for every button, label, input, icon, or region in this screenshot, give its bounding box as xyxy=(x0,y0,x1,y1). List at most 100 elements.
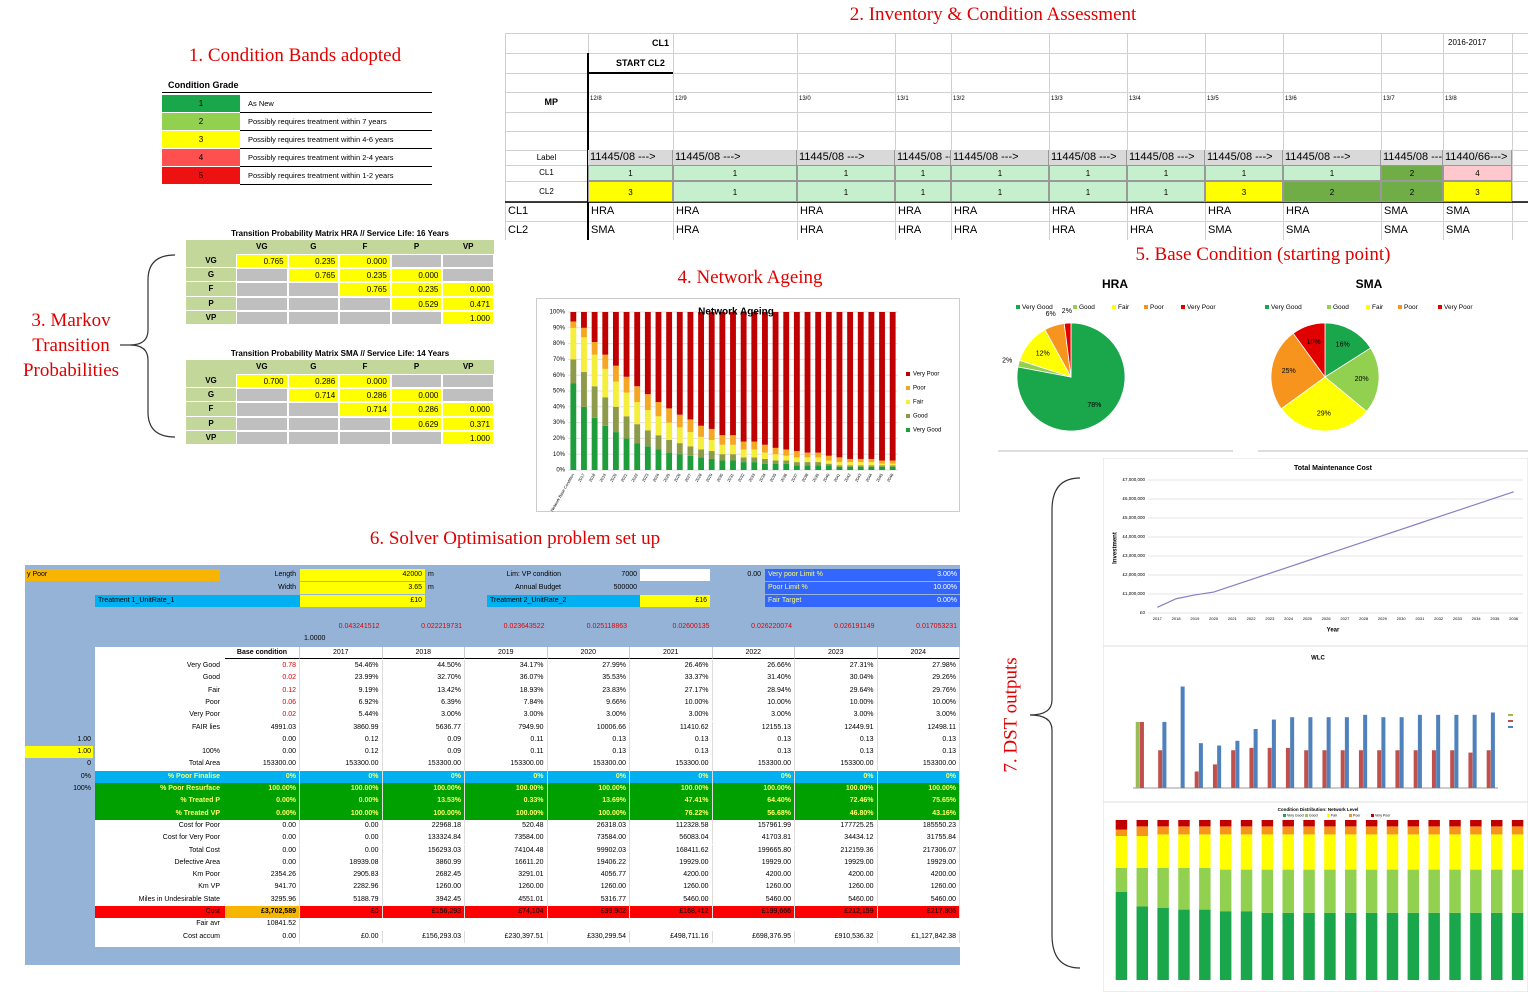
class-cell: SMA xyxy=(1384,224,1408,236)
grade-description: Possibly requires treatment within 7 yea… xyxy=(240,113,432,131)
bar-segment xyxy=(762,452,768,459)
table-cell: 4200.00 xyxy=(713,869,795,882)
bar-segment xyxy=(783,460,790,464)
x-tick-label: 2024 xyxy=(1284,616,1294,621)
bar-segment xyxy=(1511,834,1524,870)
bar xyxy=(1344,717,1349,788)
table-cell: 0.11 xyxy=(465,733,548,747)
table-cell: 47.41% xyxy=(630,795,713,808)
class-cell: SMA xyxy=(1384,205,1408,217)
cost-line xyxy=(1157,491,1514,608)
bar-segment xyxy=(793,451,800,458)
bar-segment xyxy=(751,441,758,450)
table-cell: 0.11 xyxy=(465,746,548,759)
rate-value: 0.02600135 xyxy=(672,623,710,630)
bar-segment xyxy=(815,457,822,463)
probability-cell: 0.529 xyxy=(390,296,443,311)
table-cell: 3.00% xyxy=(548,709,630,722)
probability-cell: 1.000 xyxy=(442,430,494,445)
table-cell: 10006.66 xyxy=(548,721,630,734)
bar xyxy=(1253,729,1258,788)
table-cell: 100.00% xyxy=(630,783,713,796)
column-label: P xyxy=(413,362,420,371)
table-cell: 5.44% xyxy=(300,709,383,722)
table-cell: 3860.99 xyxy=(300,721,383,734)
table-cell: 5460.00 xyxy=(878,893,960,906)
matrix-header xyxy=(186,240,494,254)
probability-cell: 0.000 xyxy=(339,254,391,269)
y-tick-label: 80% xyxy=(553,341,566,347)
bar-segment xyxy=(634,402,641,425)
bar xyxy=(1358,750,1363,788)
legend-label: Very Poor xyxy=(1444,304,1473,311)
y-tick-label: 30% xyxy=(553,420,566,426)
bar-segment xyxy=(1240,820,1253,827)
table-cell: 0% xyxy=(795,770,878,783)
column-header: 2021 xyxy=(630,647,713,659)
rate-value: 0.022219731 xyxy=(421,623,462,630)
table-cell: 5460.00 xyxy=(630,893,713,906)
table-cell: 0.13 xyxy=(630,746,713,759)
bar-segment xyxy=(1511,826,1524,835)
bar xyxy=(1308,717,1313,788)
table-cell: £0 xyxy=(300,906,383,919)
bar-segment xyxy=(1324,834,1336,870)
column-header: 2019 xyxy=(465,647,548,659)
legend-label: Poor xyxy=(1353,813,1361,817)
matrix-title: Transition Probability Matrix HRA // Ser… xyxy=(231,229,449,238)
bar-segment xyxy=(644,409,651,431)
pie-title: SMA xyxy=(1356,277,1383,291)
y-tick-label: £1,000,000 xyxy=(1122,591,1145,596)
param-value: 7000 xyxy=(621,571,637,578)
bar-segment xyxy=(1386,826,1399,835)
bar xyxy=(1271,719,1276,788)
table-cell: 0.09 xyxy=(383,746,465,759)
column-header: 2022 xyxy=(712,647,795,659)
solver-panel: y Poor Length 42000 m Width 3.65 m Treatment 1_… xyxy=(25,565,960,965)
bar-segment xyxy=(1199,868,1211,910)
x-tick-label: 2032 xyxy=(737,472,746,483)
data-label: 12% xyxy=(1036,350,1050,357)
probability-cell: 0.235 xyxy=(287,254,340,269)
bar-segment xyxy=(1282,869,1294,913)
bar-segment xyxy=(623,438,630,470)
x-tick-label: 2036 xyxy=(779,472,788,483)
bar-segment xyxy=(1345,869,1357,913)
x-tick-label: 2018 xyxy=(1172,616,1182,621)
legend-swatch xyxy=(1398,305,1402,309)
probability-cell xyxy=(339,310,391,325)
x-tick-label: 2022 xyxy=(630,472,639,483)
table-cell: 11410.62 xyxy=(630,721,713,734)
table-cell: 28.94% xyxy=(713,684,795,697)
table-cell: 7.84% xyxy=(465,696,548,710)
bar-segment xyxy=(634,424,641,444)
column-header: CL1 xyxy=(651,38,669,48)
bar-segment xyxy=(1178,834,1190,868)
table-cell: 6.92% xyxy=(300,696,383,710)
row-label: % Treated VP xyxy=(175,809,220,817)
label-cell: 11440/66---> xyxy=(1443,150,1512,165)
table-cell: 3.00% xyxy=(383,709,465,722)
row-fill xyxy=(95,770,960,783)
heading: 5. Base Condition (starting point) xyxy=(1135,244,1391,265)
legend-swatch xyxy=(1349,814,1352,817)
data-label: 78% xyxy=(1087,402,1101,409)
x-tick-label: 2024 xyxy=(651,472,660,483)
bar-segment xyxy=(1490,826,1503,835)
bar-segment xyxy=(1178,820,1190,827)
bar-segment xyxy=(666,452,673,470)
bar-segment xyxy=(889,312,896,461)
grade-cell: 2 xyxy=(1283,181,1381,202)
y-tick-label: £3,000,000 xyxy=(1122,553,1145,558)
bar-segment xyxy=(1324,826,1336,835)
column-header: 2020 xyxy=(547,647,630,659)
bar-segment xyxy=(1261,869,1274,913)
x-tick-label: 2034 xyxy=(758,472,767,483)
x-tick-label: 2031 xyxy=(726,472,735,483)
row-label: Cost accum xyxy=(183,932,220,940)
legend-label: Very Good xyxy=(1287,813,1304,817)
table-cell: 41703.81 xyxy=(713,832,795,845)
bar-segment xyxy=(570,359,577,384)
table-cell: 0.12 xyxy=(300,746,383,759)
column-label: G xyxy=(310,242,317,251)
